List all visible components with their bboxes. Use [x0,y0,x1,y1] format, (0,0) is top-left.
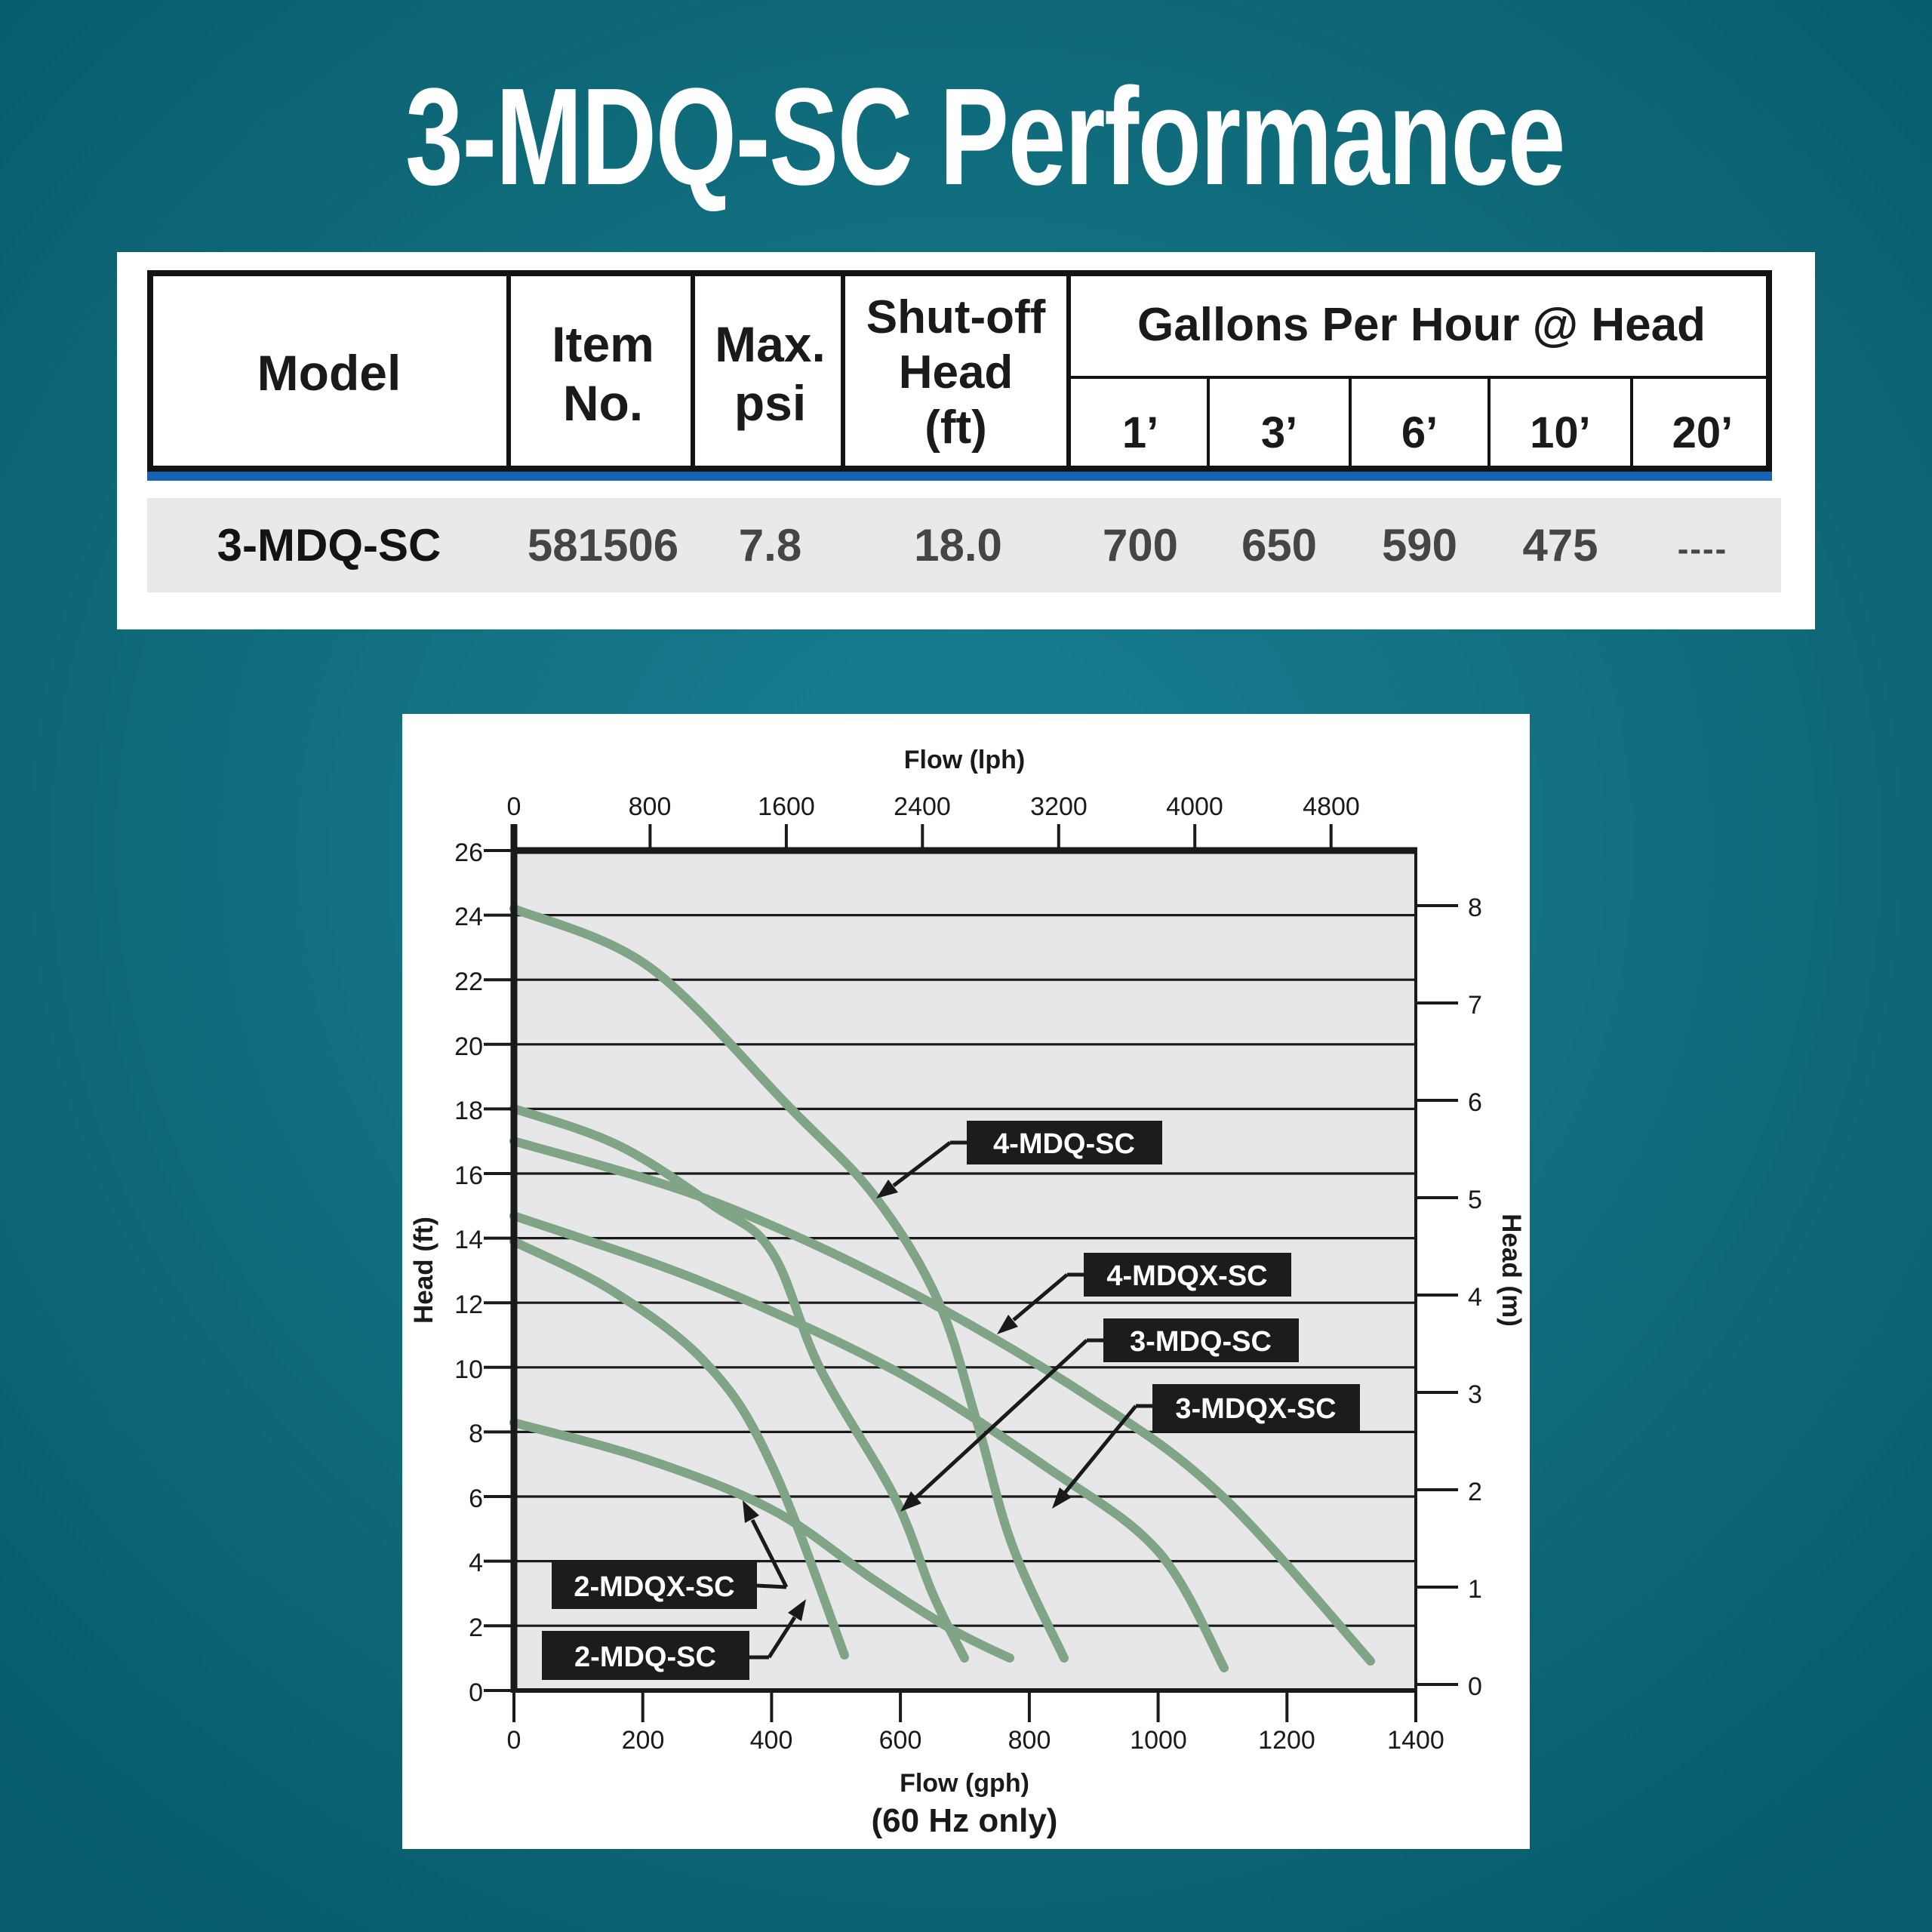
svg-text:400: 400 [750,1726,793,1755]
svg-text:1600: 1600 [758,792,815,821]
svg-text:24: 24 [454,903,483,931]
svg-text:22: 22 [454,968,483,996]
svg-text:3-MDQ-SC: 3-MDQ-SC [1130,1326,1272,1358]
svg-text:6: 6 [469,1484,483,1513]
svg-text:0: 0 [469,1678,483,1707]
svg-text:3: 3 [1468,1380,1482,1409]
svg-text:4: 4 [469,1549,483,1577]
svg-text:Head (ft): Head (ft) [409,1217,438,1324]
svg-text:8: 8 [469,1420,483,1448]
svg-text:2400: 2400 [894,792,951,821]
svg-text:2-MDQ-SC: 2-MDQ-SC [574,1641,716,1673]
svg-text:1400: 1400 [1387,1726,1444,1755]
svg-text:Flow (gph): Flow (gph) [900,1769,1029,1798]
svg-text:800: 800 [629,792,672,821]
svg-text:6: 6 [1468,1088,1482,1117]
svg-text:Head (m): Head (m) [1497,1214,1526,1327]
svg-text:3200: 3200 [1030,792,1088,821]
svg-text:0: 0 [1468,1672,1482,1701]
svg-text:4-MDQX-SC: 4-MDQX-SC [1106,1260,1267,1292]
svg-text:Flow (lph): Flow (lph) [904,746,1026,774]
svg-text:2: 2 [469,1614,483,1642]
svg-text:1: 1 [1468,1575,1482,1604]
svg-text:2-MDQX-SC: 2-MDQX-SC [574,1571,734,1603]
svg-text:5: 5 [1468,1186,1482,1214]
svg-text:14: 14 [454,1226,483,1254]
svg-text:800: 800 [1008,1726,1051,1755]
svg-text:600: 600 [879,1726,922,1755]
svg-text:8: 8 [1468,894,1482,922]
svg-text:0: 0 [507,792,521,821]
svg-text:0: 0 [507,1726,521,1755]
svg-text:4-MDQ-SC: 4-MDQ-SC [993,1128,1135,1160]
svg-text:1200: 1200 [1258,1726,1315,1755]
svg-text:3-MDQX-SC: 3-MDQX-SC [1175,1393,1336,1425]
svg-text:(60 Hz only): (60 Hz only) [872,1802,1058,1839]
svg-text:4800: 4800 [1303,792,1360,821]
svg-text:18: 18 [454,1097,483,1125]
svg-text:2: 2 [1468,1478,1482,1506]
svg-text:7: 7 [1468,991,1482,1020]
svg-text:10: 10 [454,1355,483,1384]
svg-text:26: 26 [454,838,483,867]
svg-text:1000: 1000 [1130,1726,1187,1755]
svg-text:4: 4 [1468,1283,1482,1312]
svg-text:20: 20 [454,1032,483,1061]
svg-text:200: 200 [622,1726,665,1755]
svg-text:4000: 4000 [1166,792,1223,821]
svg-text:12: 12 [454,1291,483,1319]
svg-text:16: 16 [454,1161,483,1190]
